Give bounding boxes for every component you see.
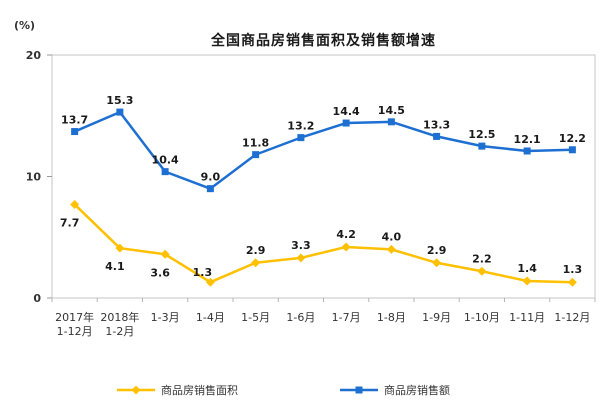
svg-text:14.5: 14.5 <box>378 104 405 117</box>
svg-text:1-4月: 1-4月 <box>196 311 225 324</box>
svg-text:4.2: 4.2 <box>336 228 356 241</box>
legend-marker-square-icon <box>340 386 378 394</box>
svg-text:2.2: 2.2 <box>472 252 492 265</box>
legend-item-sales-amount: 商品房销售额 <box>339 382 450 398</box>
svg-text:1.4: 1.4 <box>517 262 537 275</box>
svg-text:14.4: 14.4 <box>333 105 360 118</box>
svg-text:4.0: 4.0 <box>382 230 402 243</box>
svg-text:3.6: 3.6 <box>150 266 170 279</box>
svg-text:1-11月: 1-11月 <box>509 311 545 324</box>
svg-text:15.3: 15.3 <box>106 94 133 107</box>
svg-text:9.0: 9.0 <box>201 171 221 184</box>
svg-text:1.3: 1.3 <box>193 266 213 279</box>
legend-label-sales-area: 商品房销售面积 <box>161 384 238 397</box>
svg-text:13.3: 13.3 <box>423 118 450 131</box>
svg-text:1-3月: 1-3月 <box>151 311 180 324</box>
svg-text:10: 10 <box>26 171 42 184</box>
svg-text:12.5: 12.5 <box>468 128 495 141</box>
y-axis-unit-label: (%) <box>14 19 36 32</box>
svg-text:1-6月: 1-6月 <box>286 311 315 324</box>
svg-text:1-7月: 1-7月 <box>332 311 361 324</box>
svg-text:4.1: 4.1 <box>105 260 125 273</box>
svg-text:1-9月: 1-9月 <box>422 311 451 324</box>
svg-text:11.8: 11.8 <box>242 137 269 150</box>
svg-text:1-8月: 1-8月 <box>377 311 406 324</box>
svg-text:13.2: 13.2 <box>287 120 314 133</box>
svg-text:2.9: 2.9 <box>246 244 266 257</box>
svg-text:1.3: 1.3 <box>563 263 583 276</box>
legend-item-sales-area: 商品房销售面积 <box>116 382 238 398</box>
legend-label-sales-amount: 商品房销售额 <box>384 384 450 397</box>
svg-text:20: 20 <box>26 50 42 62</box>
chart-title: 全国商品房销售面积及销售额增速 <box>211 33 436 49</box>
svg-text:0: 0 <box>33 292 41 305</box>
svg-text:12.2: 12.2 <box>559 132 586 145</box>
svg-text:1-12月: 1-12月 <box>554 311 590 324</box>
svg-text:1-10月: 1-10月 <box>464 311 500 324</box>
svg-text:12.1: 12.1 <box>514 133 541 146</box>
svg-text:7.7: 7.7 <box>60 216 80 229</box>
svg-text:13.7: 13.7 <box>61 114 88 127</box>
svg-text:2.9: 2.9 <box>427 244 447 257</box>
legend-marker-diamond-icon <box>117 385 155 395</box>
svg-text:1-5月: 1-5月 <box>241 311 270 324</box>
svg-text:3.3: 3.3 <box>291 239 311 252</box>
svg-text:10.4: 10.4 <box>152 154 179 167</box>
